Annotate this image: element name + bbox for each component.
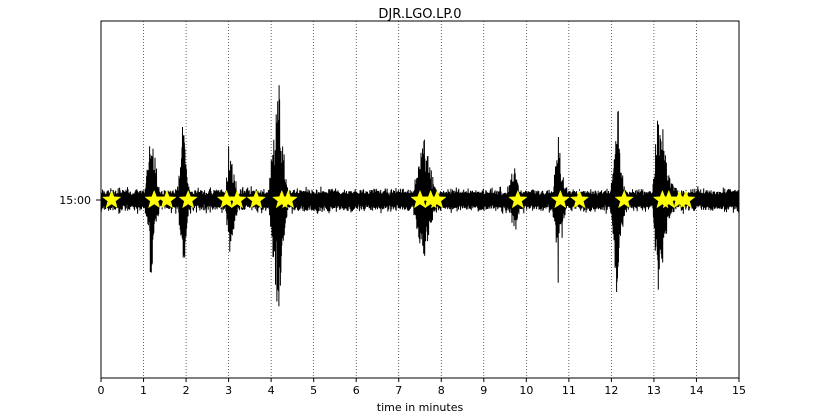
waveform-trace xyxy=(101,85,739,307)
x-tick-label: 12 xyxy=(604,384,618,397)
x-tick-label: 7 xyxy=(395,384,402,397)
star-marker xyxy=(508,189,528,209)
x-tick-label: 10 xyxy=(519,384,533,397)
star-marker xyxy=(614,189,634,209)
x-tick-label: 2 xyxy=(183,384,190,397)
x-tick-label: 0 xyxy=(98,384,105,397)
star-marker xyxy=(246,189,266,209)
x-tick-label: 9 xyxy=(480,384,487,397)
star-marker xyxy=(157,189,177,209)
x-tick-label: 1 xyxy=(140,384,147,397)
x-tick-label: 11 xyxy=(562,384,576,397)
star-marker xyxy=(101,189,122,209)
star-marker xyxy=(550,189,571,209)
x-axis-ticks: 0 1 2 3 4 5 6 7 8 9 10 11 12 13 14 15 xyxy=(98,378,746,397)
x-tick-label: 8 xyxy=(438,384,445,397)
star-marker xyxy=(569,189,590,209)
star-marker xyxy=(278,189,298,209)
star-marker xyxy=(676,189,696,209)
y-tick-label: 15:00 xyxy=(59,194,91,207)
x-tick-label: 14 xyxy=(689,384,703,397)
x-tick-label: 3 xyxy=(225,384,232,397)
x-tick-label: 6 xyxy=(353,384,360,397)
x-axis-label: time in minutes xyxy=(377,401,464,414)
x-tick-label: 5 xyxy=(310,384,317,397)
x-tick-label: 4 xyxy=(268,384,275,397)
x-tick-label: 13 xyxy=(647,384,661,397)
star-marker xyxy=(227,189,247,209)
event-markers xyxy=(101,189,696,209)
star-marker xyxy=(178,189,198,209)
grid-lines xyxy=(143,21,697,378)
chart-title: DJR.LGO.LP.0 xyxy=(378,7,461,22)
trace-line xyxy=(101,85,739,307)
x-tick-label: 15 xyxy=(732,384,746,397)
star-marker xyxy=(427,189,447,209)
